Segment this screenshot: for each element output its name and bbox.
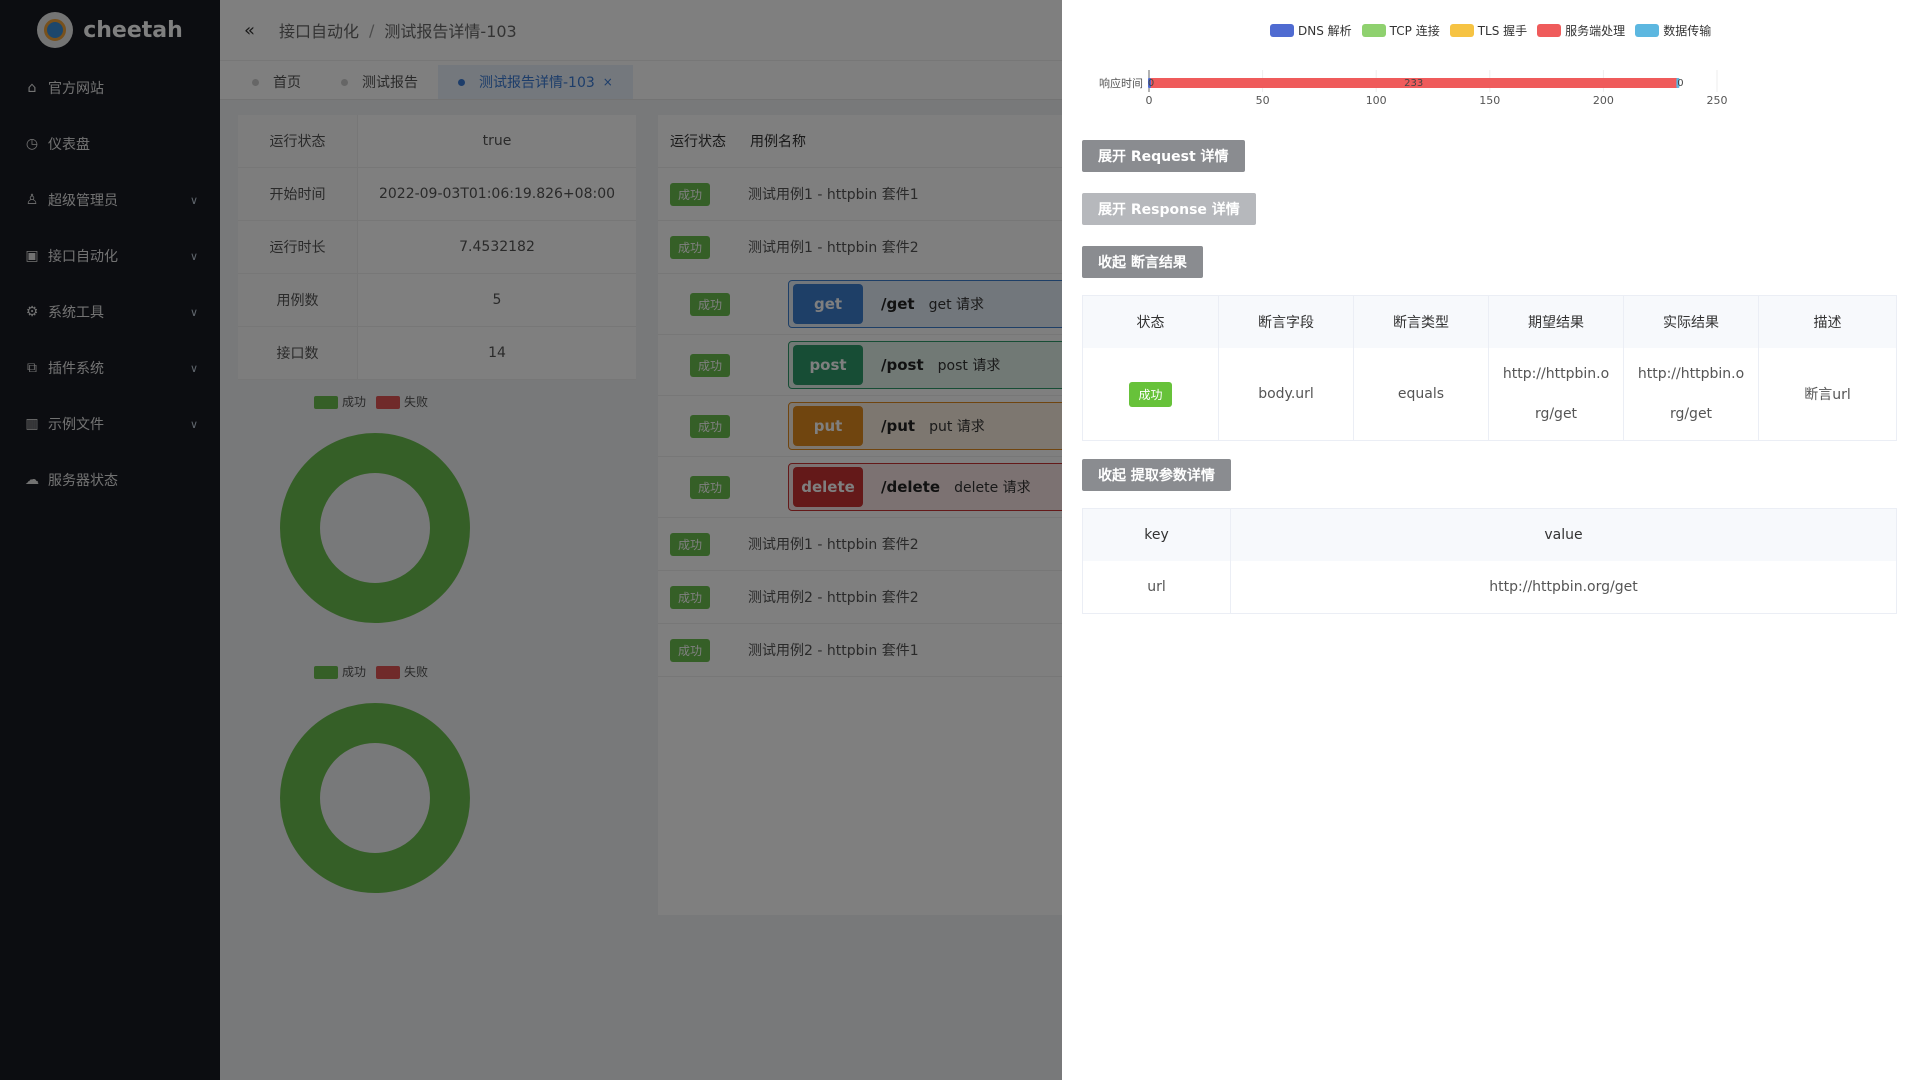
- legend-item[interactable]: 服务端处理: [1537, 22, 1625, 39]
- assert-status-cell: 成功: [1083, 348, 1219, 440]
- column-header: 期望结果: [1489, 296, 1624, 348]
- x-tick-label: 100: [1366, 94, 1387, 107]
- legend-item[interactable]: TLS 握手: [1449, 22, 1528, 39]
- assert-expected-cell: http://httpbin.org/get: [1489, 348, 1624, 440]
- x-tick-label: 200: [1593, 94, 1614, 107]
- bar-marker: [1148, 78, 1151, 88]
- status-badge: 成功: [1129, 381, 1172, 407]
- api-detail-drawer: DNS 解析 TCP 连接 TLS 握手 服务端处理 数据传输 响应时间 0 50 100 15…: [1062, 0, 1920, 1080]
- column-header: key: [1083, 509, 1231, 561]
- x-tick-label: 0: [1146, 94, 1153, 107]
- column-header: 断言字段: [1219, 296, 1354, 348]
- x-tick-label: 250: [1707, 94, 1728, 107]
- column-header: 实际结果: [1624, 296, 1759, 348]
- legend-item[interactable]: TCP 连接: [1361, 22, 1440, 39]
- legend-label: DNS 解析: [1298, 24, 1352, 38]
- extract-table: key value url http://httpbin.org/get: [1082, 508, 1897, 614]
- timeline-legend: DNS 解析 TCP 连接 TLS 握手 服务端处理 数据传输: [1270, 22, 1711, 39]
- assert-table-header: 状态 断言字段 断言类型 期望结果 实际结果 描述: [1083, 296, 1896, 348]
- legend-label: TCP 连接: [1389, 24, 1440, 38]
- legend-label: 服务端处理: [1565, 24, 1626, 38]
- column-header: 断言类型: [1354, 296, 1489, 348]
- legend-label: TLS 握手: [1477, 24, 1528, 38]
- legend-label: 数据传输: [1663, 24, 1712, 38]
- data-label: 0: [1148, 78, 1154, 89]
- table-row: url http://httpbin.org/get: [1083, 561, 1896, 613]
- data-label: 0: [1677, 78, 1683, 89]
- expand-request-button[interactable]: 展开 Request 详情: [1082, 140, 1245, 172]
- extract-value-cell: http://httpbin.org/get: [1489, 579, 1638, 595]
- assert-type-cell: equals: [1354, 348, 1489, 440]
- column-header: value: [1544, 527, 1583, 543]
- assert-desc-cell: 断言url: [1804, 387, 1851, 403]
- x-tick-label: 150: [1479, 94, 1500, 107]
- response-time-chart: 响应时间 0 50 100 150 200 250 0 233 0: [1082, 70, 1902, 130]
- collapse-assert-button[interactable]: 收起 断言结果: [1082, 246, 1203, 278]
- column-header: 描述: [1813, 315, 1842, 331]
- data-label: 233: [1404, 78, 1423, 89]
- extract-table-header: key value: [1083, 509, 1896, 561]
- assert-actual-cell: http://httpbin.org/get: [1624, 348, 1759, 440]
- extract-key-cell: url: [1083, 561, 1231, 613]
- collapse-extract-button[interactable]: 收起 提取参数详情: [1082, 459, 1231, 491]
- assert-table: 状态 断言字段 断言类型 期望结果 实际结果 描述 成功 body.url equals …: [1082, 295, 1897, 441]
- expand-response-button[interactable]: 展开 Response 详情: [1082, 193, 1256, 225]
- x-tick-label: 50: [1256, 94, 1270, 107]
- assert-field-cell: body.url: [1219, 348, 1354, 440]
- bar-marker: [1676, 78, 1680, 88]
- legend-item[interactable]: DNS 解析: [1270, 22, 1352, 39]
- legend-item[interactable]: 数据传输: [1635, 22, 1711, 39]
- bar-服务端处理: [1149, 78, 1679, 88]
- y-tick-label: 响应时间: [1099, 76, 1143, 90]
- column-header: 状态: [1083, 296, 1219, 348]
- table-row: 成功 body.url equals http://httpbin.org/ge…: [1083, 348, 1896, 440]
